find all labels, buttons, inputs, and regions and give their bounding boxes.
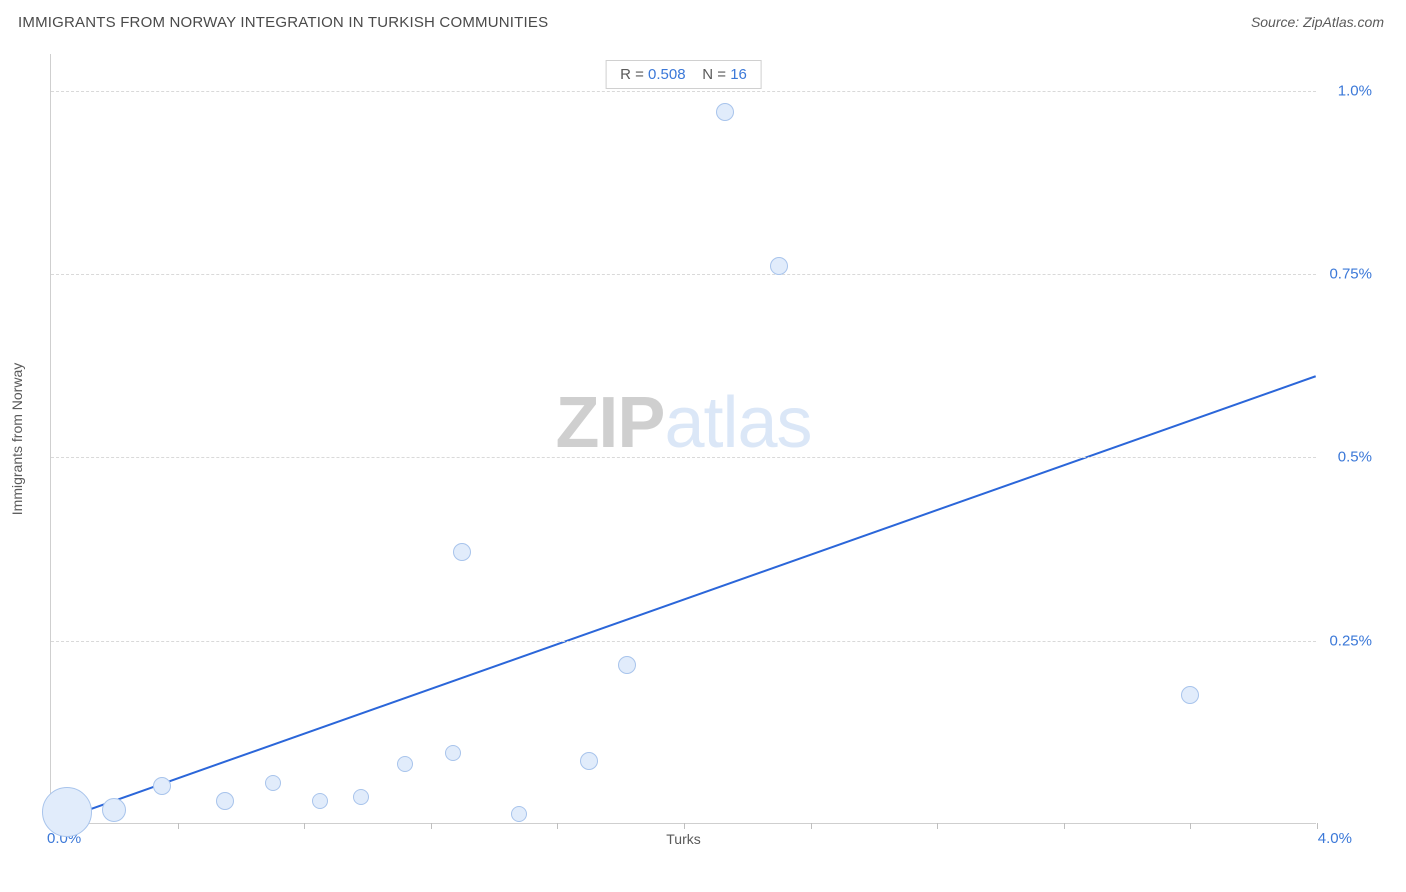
- scatter-point: [353, 789, 369, 805]
- scatter-point: [580, 752, 598, 770]
- y-tick-label: 0.25%: [1329, 632, 1372, 649]
- grid-line: [51, 91, 1316, 92]
- grid-line: [51, 641, 1316, 642]
- x-tick: [1317, 823, 1318, 829]
- x-tick: [431, 823, 432, 829]
- n-value: 16: [730, 66, 747, 83]
- grid-line: [51, 274, 1316, 275]
- trend-line: [51, 376, 1315, 823]
- scatter-point: [1181, 686, 1199, 704]
- x-tick: [811, 823, 812, 829]
- grid-line: [51, 457, 1316, 458]
- trend-line-layer: [51, 54, 1316, 823]
- y-tick-label: 0.5%: [1338, 449, 1372, 466]
- x-tick: [557, 823, 558, 829]
- r-value: 0.508: [648, 66, 686, 83]
- n-label: N =: [702, 66, 726, 83]
- plot-area: ZIPatlas R = 0.508 N = 16 Immigrants fro…: [50, 54, 1316, 824]
- scatter-point: [265, 775, 281, 791]
- x-axis-max: 4.0%: [1318, 830, 1352, 847]
- x-axis-label: Turks: [666, 831, 700, 847]
- scatter-point: [42, 787, 92, 837]
- scatter-point: [153, 777, 171, 795]
- y-tick-label: 0.75%: [1329, 266, 1372, 283]
- scatter-point: [511, 806, 527, 822]
- scatter-point: [453, 543, 471, 561]
- chart-title: IMMIGRANTS FROM NORWAY INTEGRATION IN TU…: [18, 14, 548, 31]
- scatter-point: [216, 792, 234, 810]
- x-tick: [178, 823, 179, 829]
- watermark-atlas: atlas: [664, 383, 811, 463]
- x-tick: [304, 823, 305, 829]
- x-tick: [937, 823, 938, 829]
- x-tick: [1064, 823, 1065, 829]
- r-label: R =: [620, 66, 644, 83]
- x-tick: [1190, 823, 1191, 829]
- scatter-point: [618, 656, 636, 674]
- source-attribution: Source: ZipAtlas.com: [1251, 14, 1384, 30]
- scatter-point: [397, 756, 413, 772]
- y-tick-label: 1.0%: [1338, 82, 1372, 99]
- scatter-point: [770, 257, 788, 275]
- plot-wrapper: ZIPatlas R = 0.508 N = 16 Immigrants fro…: [50, 54, 1356, 844]
- watermark-zip: ZIP: [555, 383, 664, 463]
- scatter-point: [716, 103, 734, 121]
- stats-box: R = 0.508 N = 16: [605, 60, 762, 89]
- x-tick: [684, 823, 685, 829]
- scatter-point: [445, 745, 461, 761]
- scatter-point: [102, 798, 126, 822]
- watermark: ZIPatlas: [555, 382, 811, 464]
- chart-header: IMMIGRANTS FROM NORWAY INTEGRATION IN TU…: [0, 0, 1406, 48]
- y-axis-label: Immigrants from Norway: [9, 362, 25, 514]
- scatter-point: [312, 793, 328, 809]
